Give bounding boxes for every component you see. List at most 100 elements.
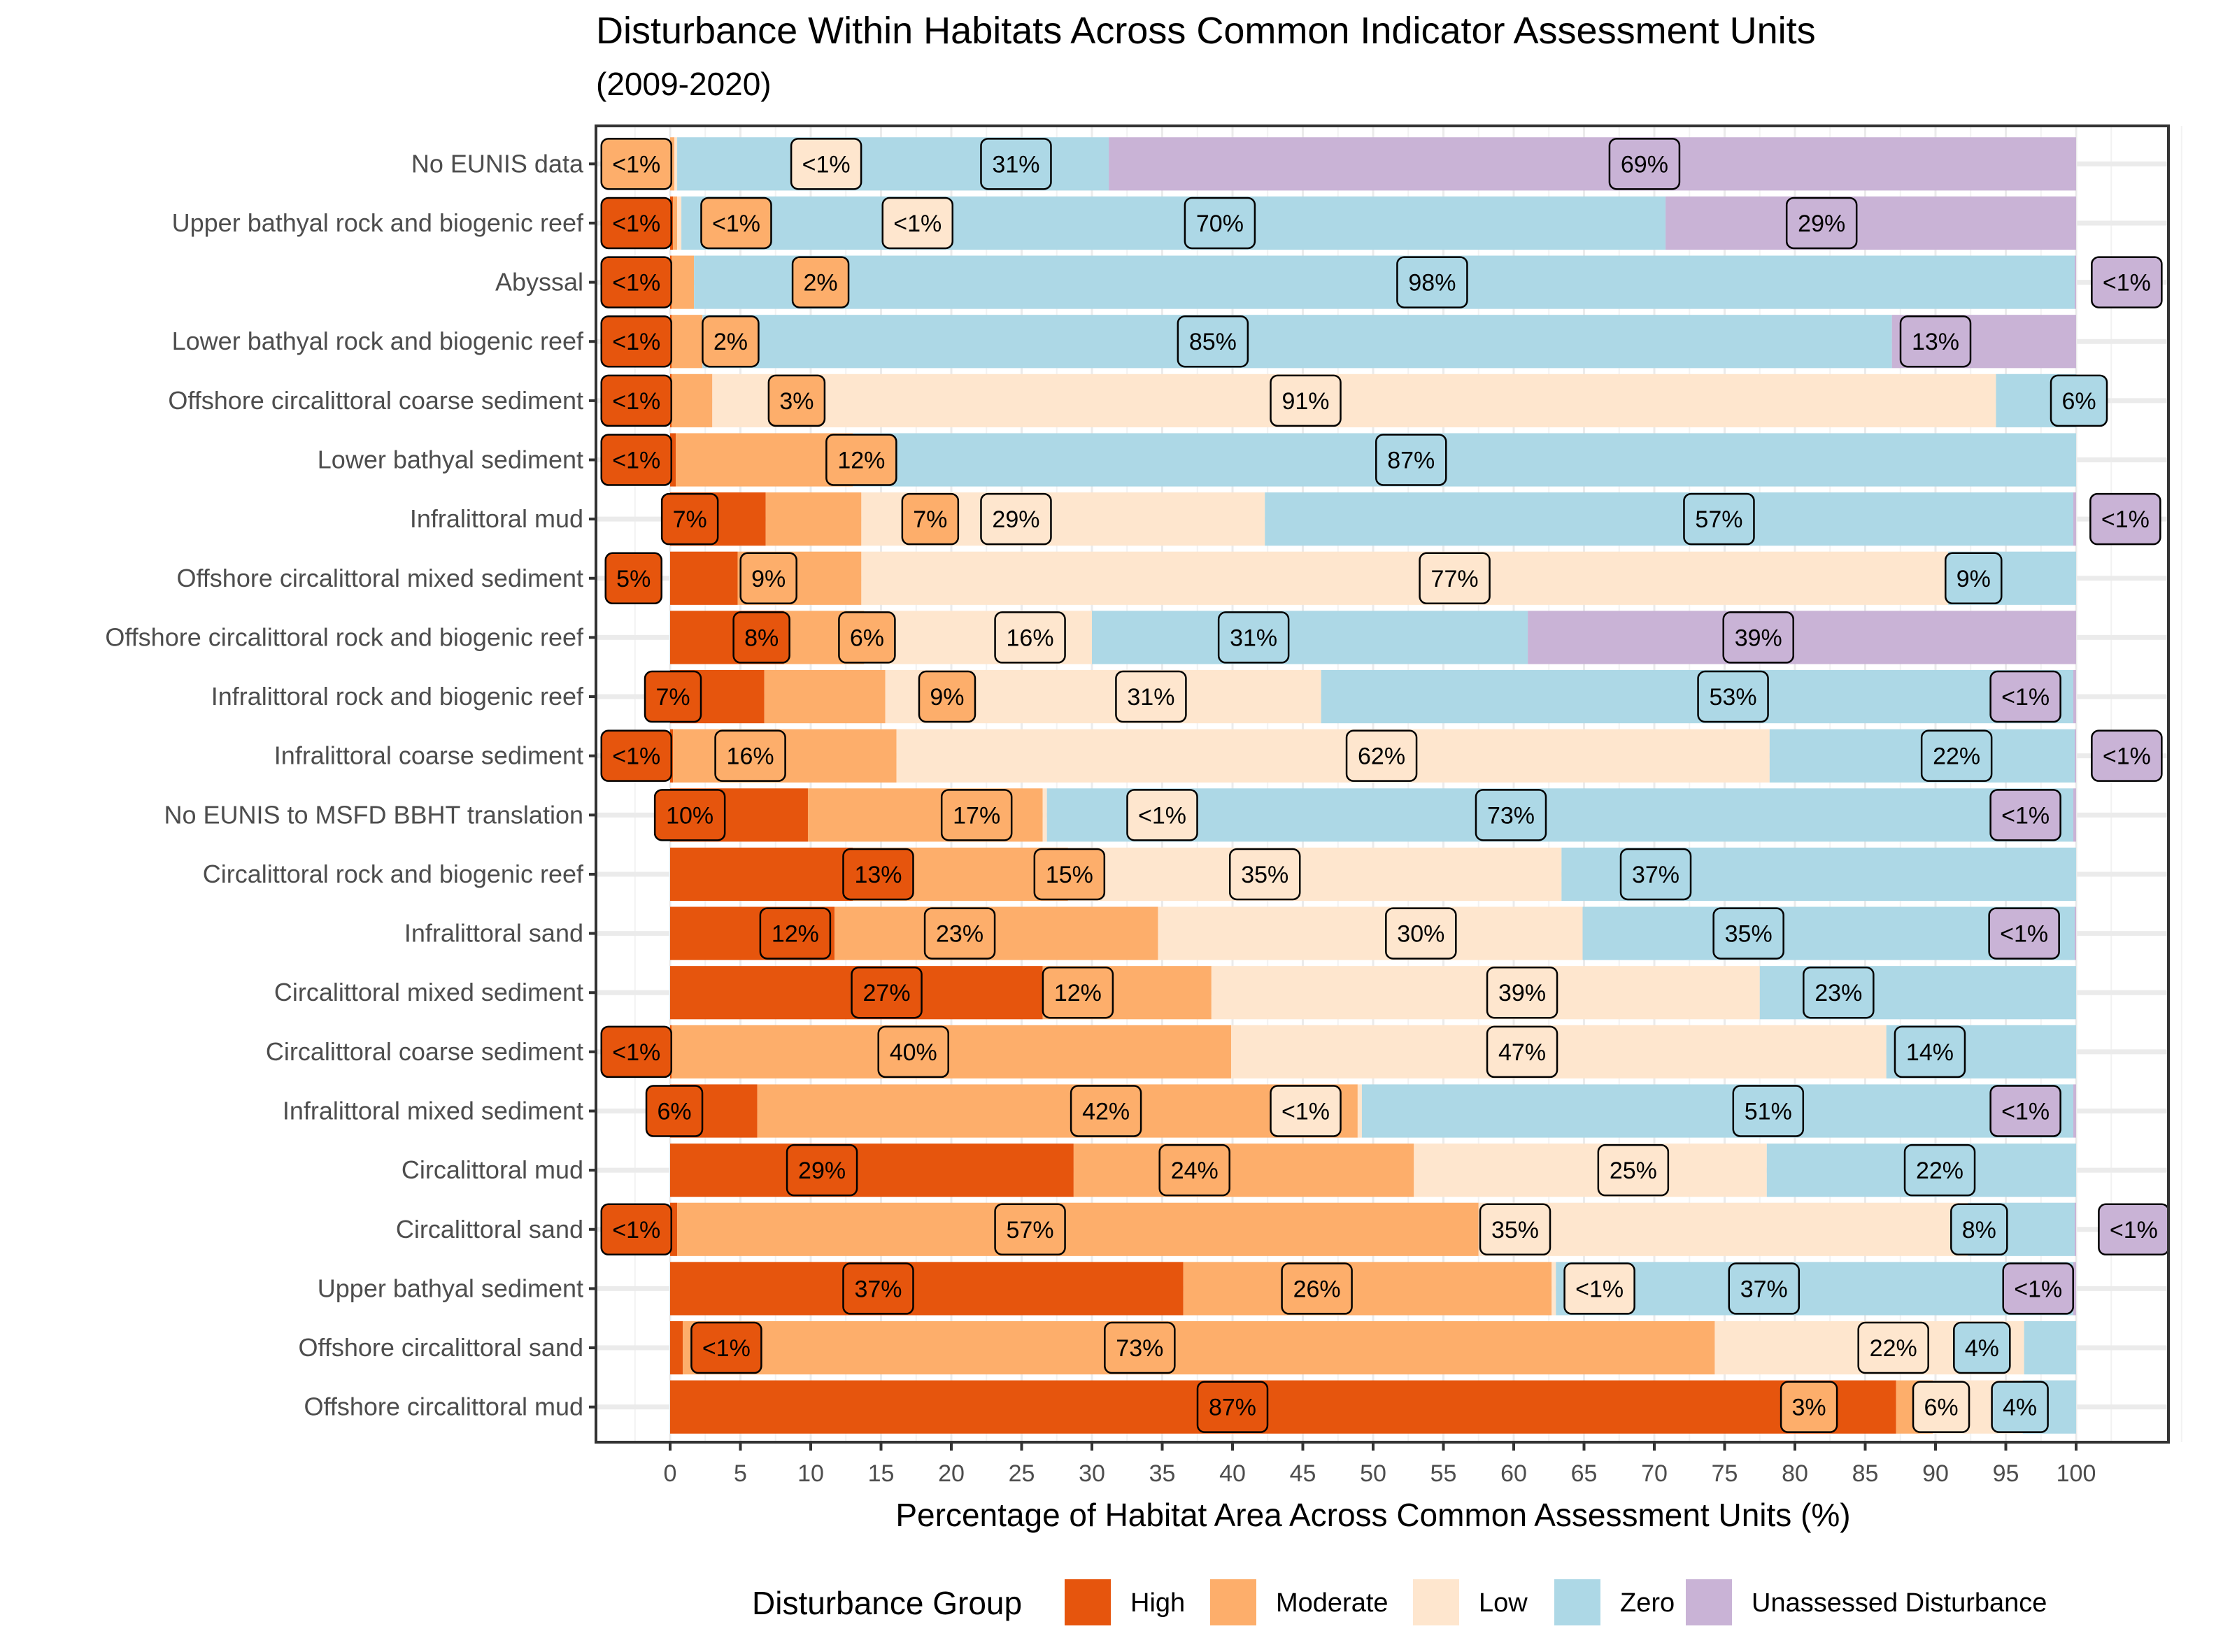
data-label-text: <1%: [2101, 506, 2150, 533]
bar-segment-high: [670, 1320, 683, 1375]
data-label-text: <1%: [893, 211, 942, 237]
data-label-text: <1%: [2103, 743, 2151, 770]
bar-segment-moderate: [677, 1202, 1479, 1256]
data-label-text: 70%: [1196, 211, 1244, 237]
data-label-text: 22%: [1933, 743, 1980, 770]
data-label-box: [940, 789, 1013, 841]
bar-segment-zero: [1265, 492, 2073, 546]
data-label: 6%: [1912, 1381, 1970, 1433]
data-label-box: [1912, 1381, 1970, 1433]
data-label-box: [1780, 1381, 1838, 1433]
bar-segment-zero: [702, 315, 1892, 369]
data-label-text: 6%: [657, 1099, 691, 1125]
data-label-text: 16%: [1007, 625, 1054, 651]
data-label-box: [690, 1321, 762, 1374]
data-label-text: 17%: [953, 802, 1000, 829]
data-label: <1%: [881, 197, 954, 250]
x-tick-label: 10: [797, 1460, 824, 1487]
data-label-box: [1697, 670, 1769, 723]
bar-segment-zero: [681, 196, 1666, 250]
data-label-box: [1803, 966, 1875, 1019]
x-tick-label: 50: [1360, 1460, 1386, 1487]
bar-segment-unassessed-disturbance: [1528, 611, 2076, 664]
data-label: 98%: [1396, 256, 1468, 308]
data-label-box: [739, 552, 797, 605]
data-label-box: [714, 729, 786, 782]
y-tick-label: Offshore circalittoral rock and biogenic…: [105, 622, 584, 651]
y-tick-label: Infralittoral coarse sediment: [274, 741, 583, 770]
data-label-box: [645, 1085, 704, 1137]
bar-segment-low: [896, 729, 1770, 783]
data-label: <1%: [2089, 492, 2161, 546]
data-label-text: 2%: [803, 270, 837, 297]
y-tick-label: Infralittoral rock and biogenic reef: [211, 682, 584, 711]
bar-segment-unassessed-disturbance: [1109, 137, 2076, 191]
data-label-text: 77%: [1431, 566, 1479, 592]
data-label-text: <1%: [612, 211, 660, 237]
y-tick-label: Abyssal: [495, 268, 583, 297]
data-label-box: [1177, 315, 1249, 368]
data-label-box: [901, 492, 960, 546]
data-label-box: [1270, 374, 1342, 427]
y-tick-label: Circalittoral coarse sediment: [266, 1037, 583, 1066]
data-label: 29%: [980, 492, 1052, 546]
chart-subtitle: (2009-2020): [596, 66, 772, 102]
data-label-box: [2089, 492, 2161, 546]
data-label: <1%: [600, 197, 673, 250]
data-label: 3%: [767, 374, 826, 427]
data-label: 23%: [1803, 966, 1875, 1019]
data-label-box: [600, 729, 673, 782]
data-label-text: 4%: [2003, 1395, 2037, 1421]
legend-swatch: [1413, 1579, 1459, 1625]
bar-segment-zero: [853, 433, 2076, 487]
data-label: 4%: [1991, 1381, 2049, 1433]
bar-segment-low: [1042, 788, 1047, 842]
data-label: <1%: [600, 374, 673, 427]
legend-label: Unassessed Disturbance: [1752, 1588, 2047, 1618]
bar-segment-zero: [1556, 1262, 2073, 1316]
legend-title: Disturbance Group: [752, 1585, 1022, 1621]
data-label: 30%: [1385, 907, 1457, 960]
data-label-text: 25%: [1610, 1158, 1657, 1184]
data-label-box: [1270, 1085, 1342, 1137]
data-label-box: [600, 1025, 673, 1078]
data-label: 4%: [1953, 1321, 2011, 1374]
data-label: <1%: [1270, 1085, 1342, 1137]
bar-segment-unassessed-disturbance: [2073, 492, 2076, 546]
data-label: 73%: [1104, 1321, 1176, 1374]
data-label-text: 23%: [936, 921, 983, 948]
data-label-box: [980, 492, 1052, 546]
bar-segment-unassessed-disturbance: [2074, 729, 2076, 783]
y-tick-label: Upper bathyal rock and biogenic reef: [172, 208, 584, 237]
data-label: 9%: [739, 552, 797, 605]
data-label-box: [1988, 907, 2060, 960]
x-tick-label: 5: [734, 1460, 747, 1487]
data-labels: <1% <1% 31% 69% <1% <1% <1% 70% 29% <1% 2% 98% <1% <1…: [600, 138, 2170, 1433]
data-label-text: 87%: [1209, 1395, 1256, 1421]
x-tick-label: 65: [1571, 1460, 1598, 1487]
data-label-text: 47%: [1498, 1039, 1546, 1066]
bar-segment-low: [1211, 966, 1760, 1020]
x-tick-label: 85: [1852, 1460, 1879, 1487]
data-label: <1%: [1126, 789, 1198, 841]
data-label-text: <1%: [2000, 921, 2048, 948]
data-label-box: [759, 907, 832, 960]
data-label-text: 14%: [1906, 1039, 1954, 1066]
data-label-text: <1%: [612, 1039, 660, 1066]
x-tick-label: 35: [1149, 1460, 1176, 1487]
data-label-box: [644, 670, 702, 723]
data-label-text: <1%: [612, 388, 660, 415]
data-label: 77%: [1419, 552, 1491, 605]
data-label-text: 57%: [1695, 506, 1742, 533]
data-label: 39%: [1486, 966, 1558, 1019]
data-label: 2%: [791, 256, 850, 308]
data-label-box: [1945, 552, 2003, 605]
legend-label: High: [1130, 1588, 1185, 1618]
data-label-box: [1920, 729, 1993, 782]
data-label: <1%: [1563, 1262, 1635, 1315]
data-label-text: 27%: [863, 980, 911, 1006]
bar-segment-low: [1478, 1202, 1968, 1256]
legend-swatch: [1554, 1579, 1600, 1625]
data-label-text: 15%: [1046, 862, 1093, 888]
plot-panel-border: [595, 124, 2170, 1444]
